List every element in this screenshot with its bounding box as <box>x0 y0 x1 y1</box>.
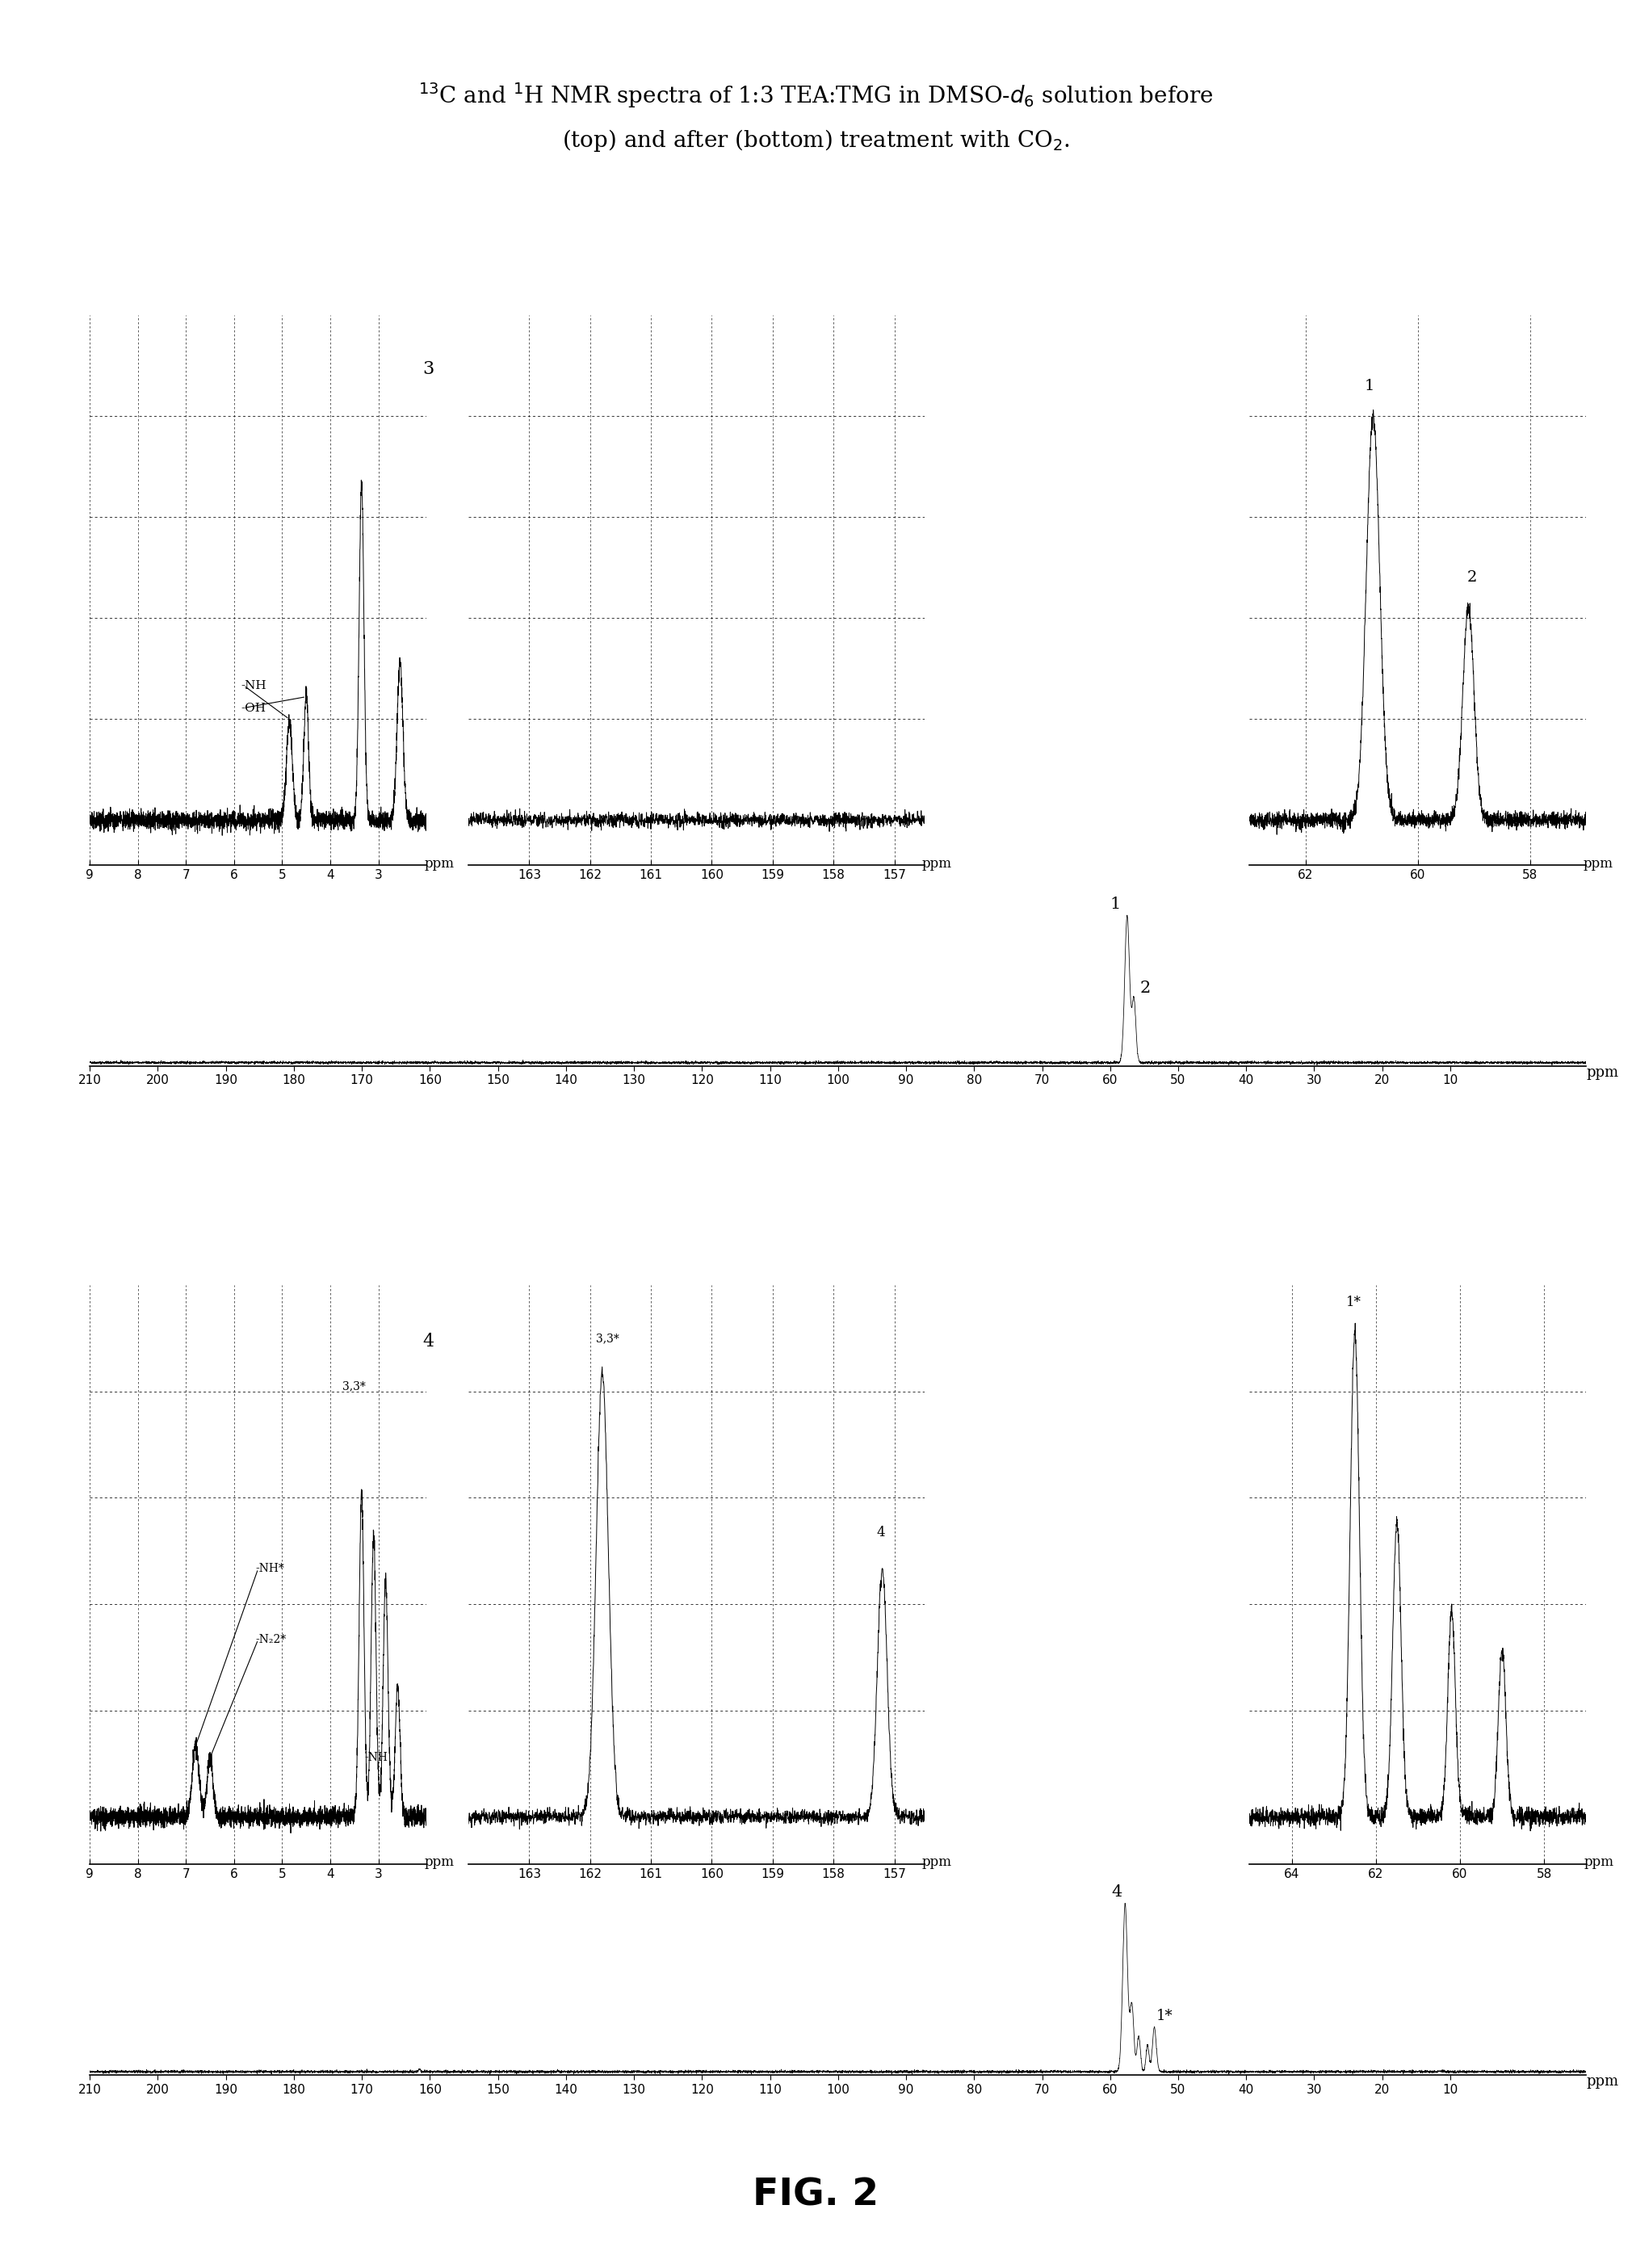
Text: $^{13}$C and $^{1}$H NMR spectra of 1:3 TEA:TMG in DMSO-$d_6$ solution before: $^{13}$C and $^{1}$H NMR spectra of 1:3 … <box>418 82 1214 109</box>
Text: -NH: -NH <box>242 680 266 692</box>
Text: 2: 2 <box>1141 980 1151 996</box>
Text: 1*: 1* <box>1155 2009 1173 2023</box>
Text: 4: 4 <box>876 1526 885 1540</box>
Text: -NH*: -NH* <box>256 1563 284 1574</box>
Text: 4: 4 <box>1111 1885 1123 1901</box>
Text: 3,3*: 3,3* <box>596 1334 620 1345</box>
Text: FIG. 2: FIG. 2 <box>752 2177 880 2214</box>
Text: ppm: ppm <box>1586 2075 1619 2089</box>
Text: 1: 1 <box>1110 896 1120 912</box>
Text: 1*: 1* <box>1346 1295 1361 1309</box>
Text: ppm: ppm <box>1583 857 1614 871</box>
Text: -OH: -OH <box>242 703 266 714</box>
Text: -NH: -NH <box>364 1751 388 1762</box>
Text: ppm: ppm <box>424 1855 454 1869</box>
Text: ppm: ppm <box>1585 1855 1614 1869</box>
Text: 3: 3 <box>423 361 434 379</box>
Text: -N₂2*: -N₂2* <box>256 1633 287 1644</box>
Text: (top) and after (bottom) treatment with CO$_2$.: (top) and after (bottom) treatment with … <box>561 127 1071 154</box>
Text: ppm: ppm <box>922 857 951 871</box>
Text: ppm: ppm <box>922 1855 951 1869</box>
Text: 2: 2 <box>1467 569 1477 585</box>
Text: ppm: ppm <box>1586 1066 1619 1080</box>
Text: 3,3*: 3,3* <box>343 1381 366 1393</box>
Text: 1: 1 <box>1364 379 1374 395</box>
Text: ppm: ppm <box>424 857 454 871</box>
Text: 4: 4 <box>423 1334 434 1349</box>
